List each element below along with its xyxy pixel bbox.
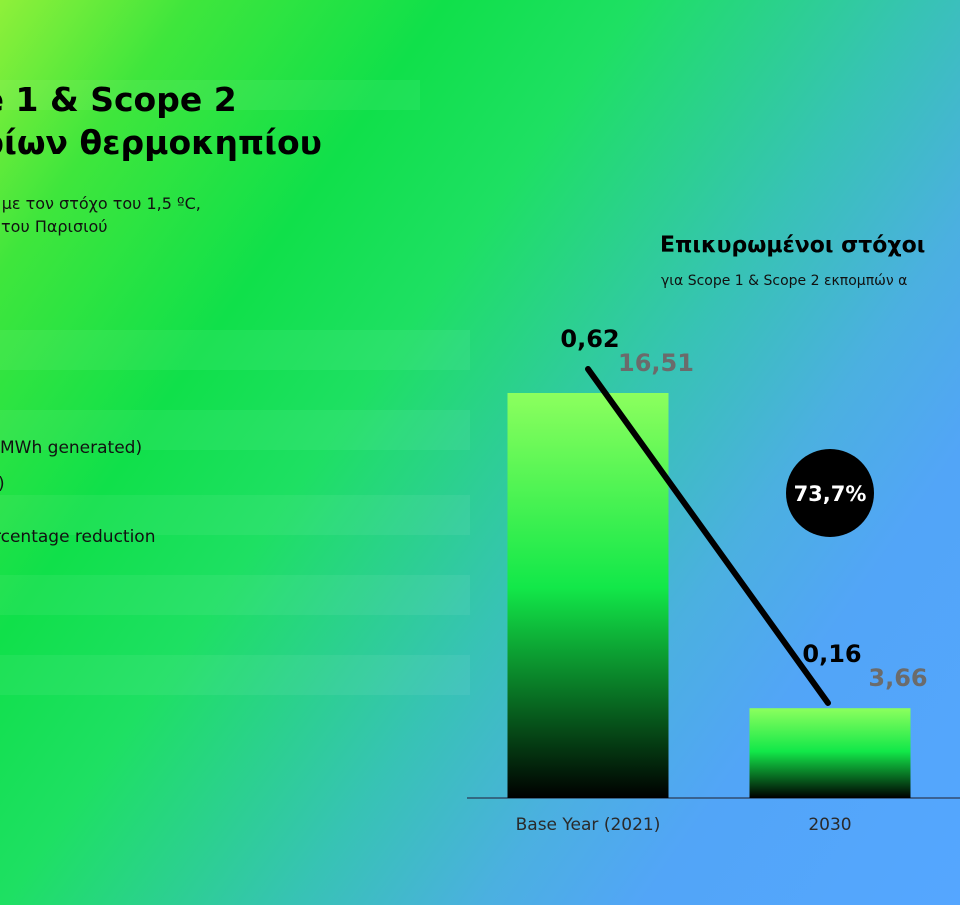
x-tick-label-0: Base Year (2021) — [516, 815, 661, 835]
title-line-1: pe 1 & Scope 2 — [0, 80, 237, 119]
bar-value-label-1: 3,66 — [868, 664, 927, 692]
bar-0 — [507, 393, 669, 798]
x-tick-label-1: 2030 — [808, 815, 851, 835]
subtitle-line-1: άμμιση με τον στόχο του 1,5 ºC, — [0, 194, 201, 213]
chart-title: Επικυρωμένοι στόχοι — [660, 233, 926, 258]
legend-item-percentage: rcentage reduction — [0, 527, 156, 547]
subtitle-line-2: ια του Παρισιού — [0, 217, 108, 236]
chart-subtitle: για Scope 1 & Scope 2 εκπομπών α — [661, 273, 908, 289]
title-line-2: ερίων θερμοκηπίου — [0, 123, 322, 162]
reduction-badge — [786, 449, 874, 537]
legend-item-unit: ) — [0, 474, 5, 494]
bar-1 — [749, 708, 911, 798]
legend-item-generated: MWh generated) — [0, 438, 143, 458]
reduction-badge-label: 73,7% — [794, 482, 867, 506]
intensity-value-label-1: 0,16 — [802, 640, 861, 668]
page-subtitle: άμμιση με τον στόχο του 1,5 ºC, ια του Π… — [0, 192, 440, 238]
page-title: pe 1 & Scope 2 ερίων θερμοκηπίου — [0, 78, 440, 164]
bar-value-label-0: 16,51 — [618, 349, 694, 377]
intensity-line — [585, 366, 831, 706]
intensity-value-label-0: 0,62 — [560, 325, 619, 353]
